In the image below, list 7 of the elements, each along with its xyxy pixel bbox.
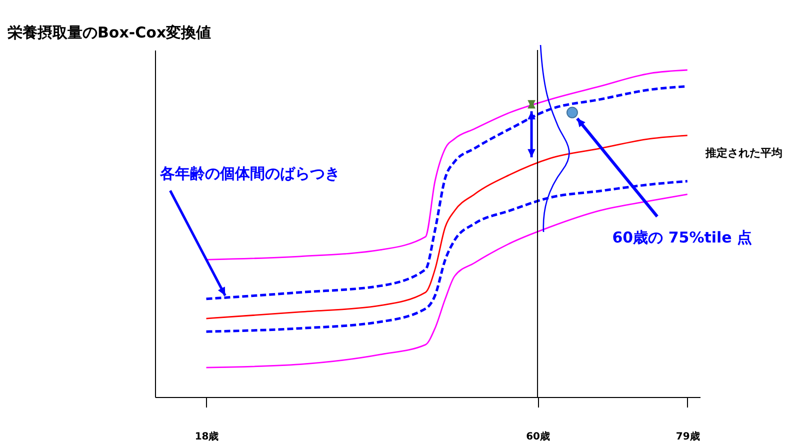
y-axis-title: 栄養摂取量のBox-Cox変換値 xyxy=(8,24,212,42)
annotation: 各年齢の個体間のばらつき xyxy=(159,164,340,183)
series-label: 推定された平均 xyxy=(704,146,782,160)
annotation: 60歳の 75%tile 点 xyxy=(612,228,752,247)
x-tick-label: 79歳 xyxy=(676,430,700,441)
x-tick-label: 18歳 xyxy=(194,430,219,441)
x-tick-label: 60歳 xyxy=(526,430,550,441)
